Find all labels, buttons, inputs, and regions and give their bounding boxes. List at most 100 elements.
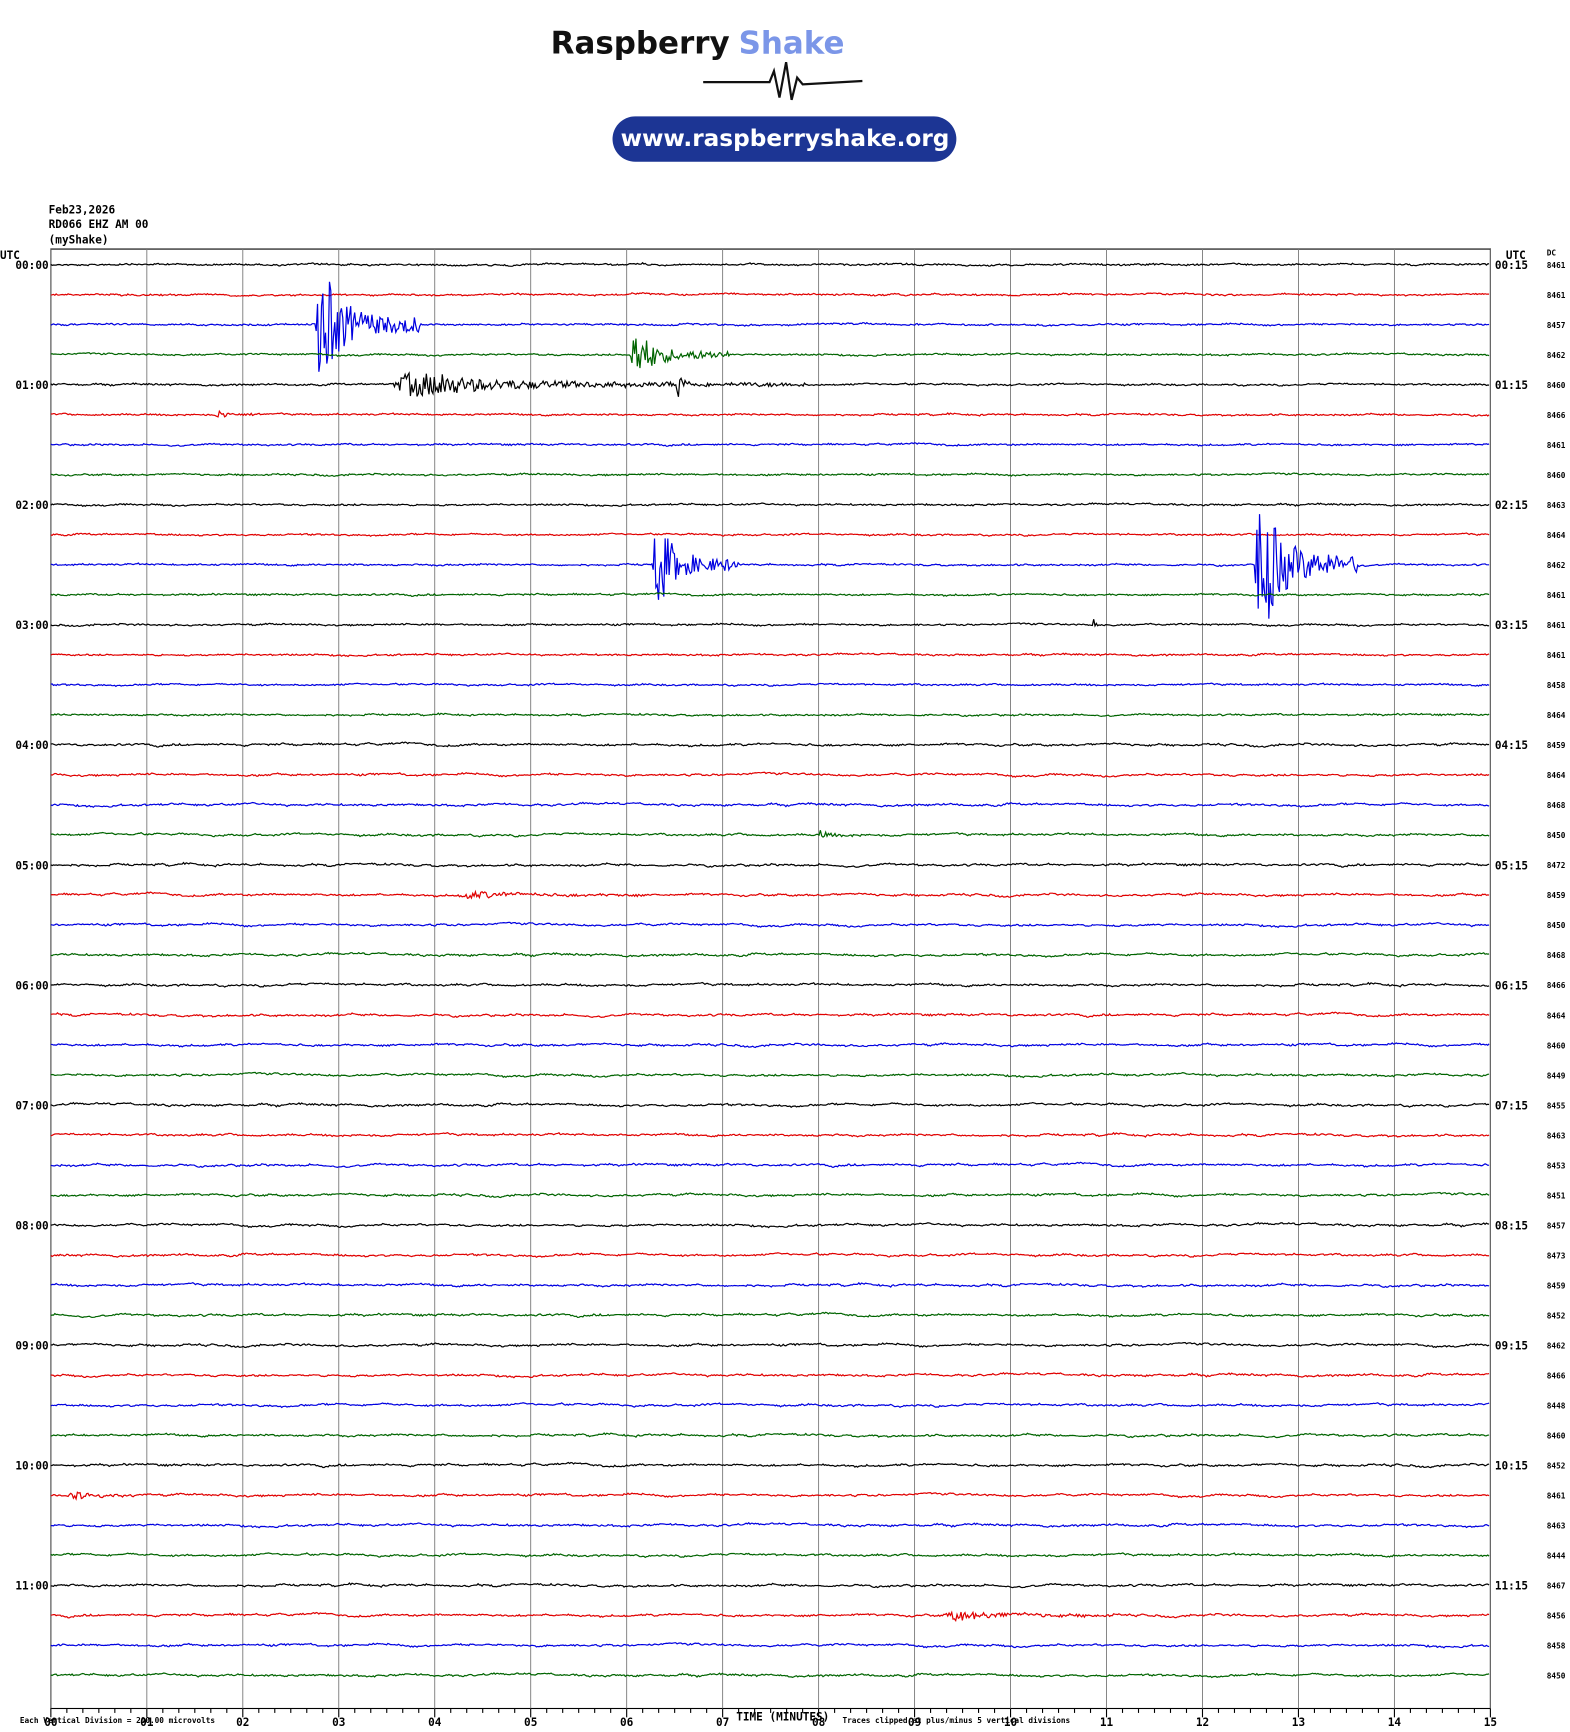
dc-value: 8448 bbox=[1547, 1401, 1566, 1410]
trace bbox=[50, 532, 1490, 538]
dc-value: 8453 bbox=[1547, 1161, 1566, 1170]
dc-value: 8466 bbox=[1547, 981, 1566, 990]
trace bbox=[50, 1491, 1490, 1501]
dc-value: 8467 bbox=[1547, 1582, 1566, 1591]
trace bbox=[50, 1101, 1490, 1109]
dc-value: 8462 bbox=[1547, 1341, 1566, 1350]
trace bbox=[50, 981, 1490, 988]
left-axis-title: UTC bbox=[0, 249, 20, 262]
trace bbox=[50, 514, 1490, 619]
trace bbox=[50, 830, 1490, 838]
left-hour-label: 01:00 bbox=[15, 379, 48, 392]
trace bbox=[50, 921, 1490, 929]
trace bbox=[50, 1131, 1490, 1138]
right-hour-label: 08:15 bbox=[1495, 1219, 1528, 1232]
trace bbox=[50, 1402, 1490, 1409]
dc-value: 8466 bbox=[1547, 1371, 1566, 1380]
right-hour-label: 09:15 bbox=[1495, 1340, 1528, 1353]
dc-value: 8462 bbox=[1547, 561, 1566, 570]
left-hour-label: 08:00 bbox=[15, 1219, 48, 1232]
x-tick-label: 12 bbox=[1196, 1716, 1209, 1729]
dc-value: 8461 bbox=[1547, 591, 1566, 600]
brand-dark: Raspberry bbox=[551, 25, 730, 61]
dc-value: 8458 bbox=[1547, 681, 1566, 690]
dc-value: 8460 bbox=[1547, 471, 1566, 480]
trace bbox=[50, 712, 1490, 718]
x-tick-label: 15 bbox=[1484, 1716, 1497, 1729]
dc-value: 8451 bbox=[1547, 1191, 1566, 1200]
right-hour-label: 11:15 bbox=[1495, 1580, 1528, 1593]
dc-value: 8463 bbox=[1547, 501, 1566, 510]
trace bbox=[50, 861, 1490, 868]
dc-value: 8450 bbox=[1547, 921, 1566, 930]
trace bbox=[50, 592, 1490, 597]
dc-value: 8456 bbox=[1547, 1612, 1566, 1621]
left-hour-label: 05:00 bbox=[15, 859, 48, 872]
trace bbox=[50, 442, 1490, 447]
dc-title: DC bbox=[1547, 249, 1557, 258]
x-tick-label: 08 bbox=[812, 1716, 825, 1729]
clip-note: Traces clipped at plus/minus 5 vertical … bbox=[842, 1716, 1070, 1725]
right-axis-title: UTC bbox=[1506, 249, 1526, 262]
trace bbox=[50, 1642, 1490, 1649]
trace bbox=[50, 1521, 1490, 1529]
x-tick-label: 10 bbox=[1004, 1716, 1017, 1729]
trace bbox=[50, 1221, 1490, 1229]
trace bbox=[50, 1432, 1490, 1439]
trace bbox=[50, 409, 1490, 418]
url-badge bbox=[612, 116, 957, 162]
trace bbox=[50, 281, 1490, 372]
dc-value: 8468 bbox=[1547, 801, 1566, 810]
x-tick-label: 13 bbox=[1292, 1716, 1305, 1729]
logo-wave bbox=[703, 62, 863, 101]
x-tick-label: 09 bbox=[908, 1716, 921, 1729]
x-tick-label: 05 bbox=[524, 1716, 537, 1729]
dc-value: 8449 bbox=[1547, 1071, 1566, 1080]
scale-note: Each Vertical Division = 200.00 microvol… bbox=[20, 1716, 216, 1725]
url: www.raspberryshake.org bbox=[621, 125, 950, 152]
dc-value: 8457 bbox=[1547, 321, 1566, 330]
left-hour-label: 04:00 bbox=[15, 739, 48, 752]
dc-value: 8473 bbox=[1547, 1251, 1566, 1260]
dc-value: 8444 bbox=[1547, 1552, 1566, 1561]
dc-value: 8464 bbox=[1547, 531, 1566, 540]
trace bbox=[50, 338, 1490, 369]
trace bbox=[50, 1582, 1490, 1589]
trace bbox=[50, 1672, 1490, 1679]
trace bbox=[50, 1071, 1490, 1079]
trace bbox=[50, 652, 1490, 658]
dc-value: 8457 bbox=[1547, 1221, 1566, 1230]
dc-value: 8461 bbox=[1547, 1492, 1566, 1501]
x-tick-label: 06 bbox=[620, 1716, 634, 1729]
left-hour-label: 06:00 bbox=[15, 979, 48, 992]
left-hour-label: 03:00 bbox=[15, 619, 48, 632]
dc-value: 8461 bbox=[1547, 441, 1566, 450]
trace bbox=[50, 619, 1490, 628]
trace bbox=[50, 1342, 1490, 1349]
right-hour-label: 01:15 bbox=[1495, 379, 1528, 392]
x-tick-label: 01 bbox=[140, 1716, 154, 1729]
dc-value: 8461 bbox=[1547, 291, 1566, 300]
trace bbox=[50, 502, 1490, 508]
owner: (myShake) bbox=[49, 234, 109, 247]
trace bbox=[50, 1191, 1490, 1199]
trace bbox=[50, 1311, 1490, 1319]
trace bbox=[50, 1281, 1490, 1289]
dc-value: 8464 bbox=[1547, 711, 1566, 720]
dc-value: 8462 bbox=[1547, 351, 1566, 360]
dc-value: 8464 bbox=[1547, 771, 1566, 780]
left-hour-label: 02:00 bbox=[15, 499, 48, 512]
left-hour-label: 11:00 bbox=[15, 1580, 48, 1593]
x-tick-label: 14 bbox=[1388, 1716, 1402, 1729]
x-tick-label: 02 bbox=[236, 1716, 249, 1729]
date: Feb23,2026 bbox=[49, 204, 116, 217]
dc-value: 8455 bbox=[1547, 1101, 1566, 1110]
trace bbox=[50, 1610, 1490, 1623]
left-hour-label: 09:00 bbox=[15, 1340, 48, 1353]
trace bbox=[50, 741, 1490, 748]
trace bbox=[50, 682, 1490, 688]
right-hour-label: 10:15 bbox=[1495, 1460, 1528, 1473]
dc-value: 8460 bbox=[1547, 381, 1566, 390]
right-hour-label: 02:15 bbox=[1495, 499, 1528, 512]
